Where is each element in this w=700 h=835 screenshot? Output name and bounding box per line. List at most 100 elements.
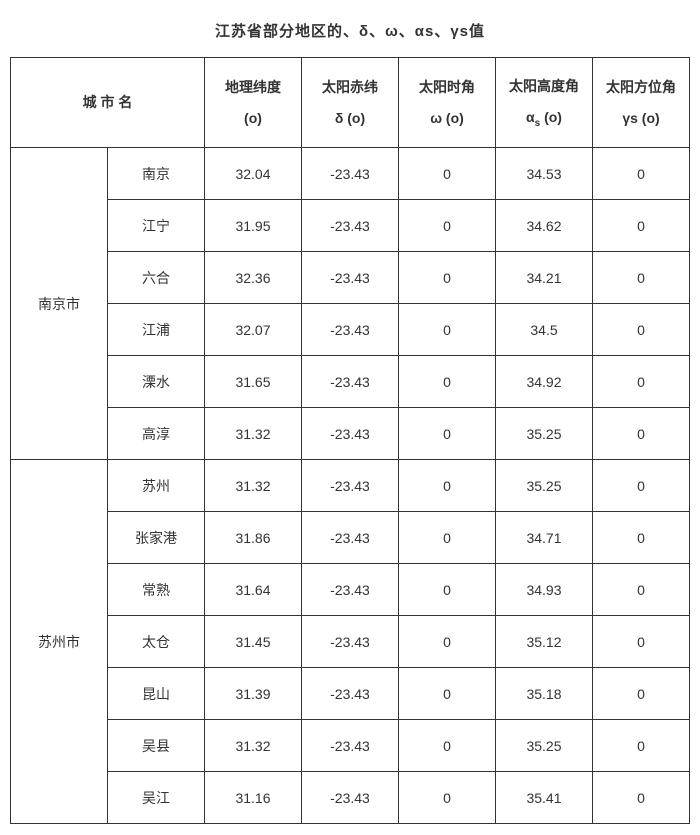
cell-azimuth: 0	[593, 356, 690, 408]
header-city: 城 市 名	[11, 58, 205, 148]
cell-hourangle: 0	[399, 720, 496, 772]
cell-declination: -23.43	[302, 304, 399, 356]
cell-altitude: 34.21	[496, 252, 593, 304]
cell-latitude: 31.64	[205, 564, 302, 616]
cell-latitude: 31.32	[205, 720, 302, 772]
cell-declination: -23.43	[302, 356, 399, 408]
table-row: 南京市南京32.04-23.43034.530	[11, 148, 690, 200]
table-row: 江宁31.95-23.43034.620	[11, 200, 690, 252]
header-altitude: 太阳高度角αs (o)	[496, 58, 593, 148]
cell-city: 常熟	[108, 564, 205, 616]
table-row: 高淳31.32-23.43035.250	[11, 408, 690, 460]
cell-azimuth: 0	[593, 200, 690, 252]
cell-latitude: 31.32	[205, 408, 302, 460]
cell-declination: -23.43	[302, 460, 399, 512]
cell-declination: -23.43	[302, 200, 399, 252]
cell-city: 江宁	[108, 200, 205, 252]
table-row: 江浦32.07-23.43034.50	[11, 304, 690, 356]
cell-altitude: 34.93	[496, 564, 593, 616]
cell-altitude: 35.18	[496, 668, 593, 720]
cell-hourangle: 0	[399, 252, 496, 304]
cell-city: 张家港	[108, 512, 205, 564]
data-table: 城 市 名 地理纬度(o) 太阳赤纬δ (o) 太阳时角ω (o) 太阳高度角α…	[10, 57, 690, 824]
cell-declination: -23.43	[302, 564, 399, 616]
cell-azimuth: 0	[593, 408, 690, 460]
header-hourangle: 太阳时角ω (o)	[399, 58, 496, 148]
cell-latitude: 31.45	[205, 616, 302, 668]
table-row: 溧水31.65-23.43034.920	[11, 356, 690, 408]
cell-hourangle: 0	[399, 304, 496, 356]
cell-latitude: 32.36	[205, 252, 302, 304]
cell-declination: -23.43	[302, 512, 399, 564]
cell-azimuth: 0	[593, 460, 690, 512]
table-row: 昆山31.39-23.43035.180	[11, 668, 690, 720]
table-row: 太仓31.45-23.43035.120	[11, 616, 690, 668]
group-cell: 苏州市	[11, 460, 108, 824]
cell-altitude: 35.12	[496, 616, 593, 668]
cell-latitude: 32.04	[205, 148, 302, 200]
table-row: 常熟31.64-23.43034.930	[11, 564, 690, 616]
cell-altitude: 35.25	[496, 720, 593, 772]
cell-city: 溧水	[108, 356, 205, 408]
header-declination: 太阳赤纬δ (o)	[302, 58, 399, 148]
cell-azimuth: 0	[593, 564, 690, 616]
cell-latitude: 31.16	[205, 772, 302, 824]
cell-latitude: 31.65	[205, 356, 302, 408]
cell-declination: -23.43	[302, 720, 399, 772]
cell-latitude: 32.07	[205, 304, 302, 356]
cell-azimuth: 0	[593, 148, 690, 200]
cell-city: 吴县	[108, 720, 205, 772]
cell-city: 太仓	[108, 616, 205, 668]
cell-hourangle: 0	[399, 408, 496, 460]
cell-declination: -23.43	[302, 772, 399, 824]
cell-azimuth: 0	[593, 720, 690, 772]
table-row: 苏州市苏州31.32-23.43035.250	[11, 460, 690, 512]
cell-hourangle: 0	[399, 616, 496, 668]
cell-altitude: 34.92	[496, 356, 593, 408]
table-row: 吴江31.16-23.43035.410	[11, 772, 690, 824]
cell-altitude: 34.5	[496, 304, 593, 356]
cell-hourangle: 0	[399, 460, 496, 512]
cell-city: 昆山	[108, 668, 205, 720]
cell-hourangle: 0	[399, 668, 496, 720]
page-title: 江苏省部分地区的、δ、ω、αs、γs值	[10, 20, 690, 41]
cell-altitude: 35.25	[496, 460, 593, 512]
cell-hourangle: 0	[399, 772, 496, 824]
cell-azimuth: 0	[593, 304, 690, 356]
group-cell: 南京市	[11, 148, 108, 460]
table-row: 张家港31.86-23.43034.710	[11, 512, 690, 564]
cell-altitude: 34.71	[496, 512, 593, 564]
cell-azimuth: 0	[593, 668, 690, 720]
cell-city: 六合	[108, 252, 205, 304]
cell-latitude: 31.86	[205, 512, 302, 564]
table-header: 城 市 名 地理纬度(o) 太阳赤纬δ (o) 太阳时角ω (o) 太阳高度角α…	[11, 58, 690, 148]
cell-city: 高淳	[108, 408, 205, 460]
table-row: 六合32.36-23.43034.210	[11, 252, 690, 304]
cell-azimuth: 0	[593, 772, 690, 824]
cell-hourangle: 0	[399, 356, 496, 408]
cell-city: 南京	[108, 148, 205, 200]
cell-declination: -23.43	[302, 408, 399, 460]
cell-hourangle: 0	[399, 148, 496, 200]
cell-latitude: 31.95	[205, 200, 302, 252]
table-body: 南京市南京32.04-23.43034.530江宁31.95-23.43034.…	[11, 148, 690, 824]
table-row: 吴县31.32-23.43035.250	[11, 720, 690, 772]
cell-declination: -23.43	[302, 616, 399, 668]
cell-altitude: 35.41	[496, 772, 593, 824]
cell-city: 苏州	[108, 460, 205, 512]
cell-altitude: 35.25	[496, 408, 593, 460]
cell-latitude: 31.32	[205, 460, 302, 512]
cell-declination: -23.43	[302, 148, 399, 200]
cell-city: 江浦	[108, 304, 205, 356]
cell-azimuth: 0	[593, 616, 690, 668]
cell-hourangle: 0	[399, 512, 496, 564]
cell-azimuth: 0	[593, 512, 690, 564]
cell-azimuth: 0	[593, 252, 690, 304]
cell-declination: -23.43	[302, 252, 399, 304]
cell-city: 吴江	[108, 772, 205, 824]
cell-latitude: 31.39	[205, 668, 302, 720]
cell-hourangle: 0	[399, 200, 496, 252]
header-azimuth: 太阳方位角γs (o)	[593, 58, 690, 148]
cell-altitude: 34.53	[496, 148, 593, 200]
cell-altitude: 34.62	[496, 200, 593, 252]
